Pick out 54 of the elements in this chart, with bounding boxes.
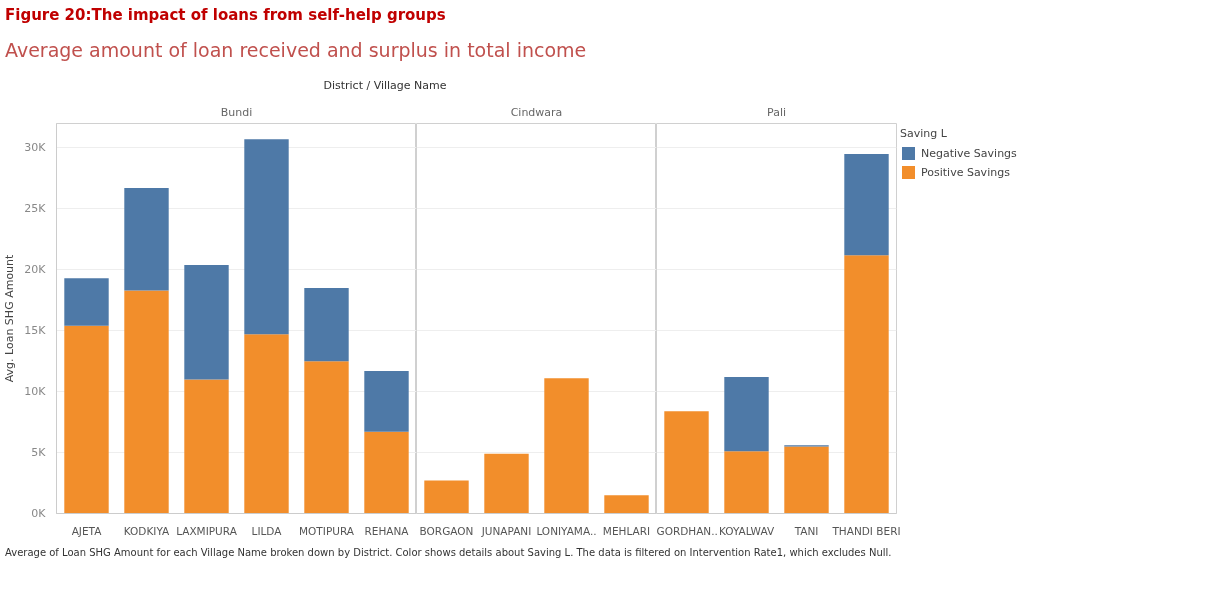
text: Average of Loan SHG Amount for each Village Name broken down by District. Color shows details about Saving L. The data is filtered on Intervention Rate1, which excludes Null. <box>5 547 892 558</box>
bar <box>124 188 169 291</box>
bar <box>664 411 709 514</box>
bar <box>364 370 409 432</box>
x-tick-label: GORDHAN.. <box>656 524 718 537</box>
y-axis-title: Avg. Loan SHG Amount <box>3 253 17 383</box>
y-tick-label: 15K <box>24 324 47 338</box>
bar <box>304 361 349 514</box>
bar <box>304 288 349 362</box>
legend-label: Positive Savings <box>921 165 1010 179</box>
bar <box>424 480 469 514</box>
bar <box>244 334 289 514</box>
x-tick-label: LILDA <box>251 524 283 537</box>
bar <box>844 255 889 514</box>
x-tick-label: LONIYAMA.. <box>536 524 597 537</box>
x-tick-label: MOTIPURA <box>299 524 355 537</box>
bar <box>484 453 529 514</box>
bar <box>544 378 589 514</box>
x-tick-label: JUNAPANI <box>480 524 532 537</box>
bar <box>784 446 829 514</box>
bar <box>364 431 409 514</box>
bar <box>184 264 229 380</box>
x-tick-label: REHANA <box>364 524 410 537</box>
y-tick-label: 5K <box>31 446 47 460</box>
bar <box>724 451 769 514</box>
bar <box>844 153 889 256</box>
legend-label: Negative Savings <box>921 146 1017 160</box>
bar <box>64 278 109 326</box>
x-tick-label: AJETA <box>71 524 103 537</box>
bar <box>724 377 769 452</box>
caption: Figure 20:The impact of loans from self-help groups <box>5 6 446 24</box>
chart-subtitle: Pali <box>767 105 786 119</box>
y-tick-label: 30K <box>24 141 47 155</box>
x-tick-label: BORGAON <box>419 524 474 537</box>
y-tick-label: 25K <box>24 202 47 216</box>
x-tick-label: KODKIYA <box>123 524 171 537</box>
x-tick-label: MEHLARI <box>602 524 651 537</box>
text: District / Village Name <box>322 78 448 94</box>
x-tick-label: THANDI BERI <box>831 524 901 537</box>
x-tick-label: TANI <box>793 524 819 537</box>
bar <box>124 290 169 514</box>
bar <box>64 325 109 514</box>
chart-subtitle: Cindwara <box>510 105 563 119</box>
legend-title: Saving L <box>900 127 948 140</box>
y-tick-label: 10K <box>24 385 47 399</box>
bar <box>604 495 649 514</box>
x-tick-label: LAXMIPURA <box>176 524 238 537</box>
bar <box>244 139 289 335</box>
bar <box>184 379 229 514</box>
x-tick-label: KOYALWAV <box>718 524 775 537</box>
chart-title: Average amount of loan received and surplus in total income <box>5 39 587 61</box>
y-tick-label: 20K <box>24 263 47 277</box>
y-tick-label: 0K <box>31 507 47 520</box>
chart-subtitle: Bundi <box>220 105 253 119</box>
